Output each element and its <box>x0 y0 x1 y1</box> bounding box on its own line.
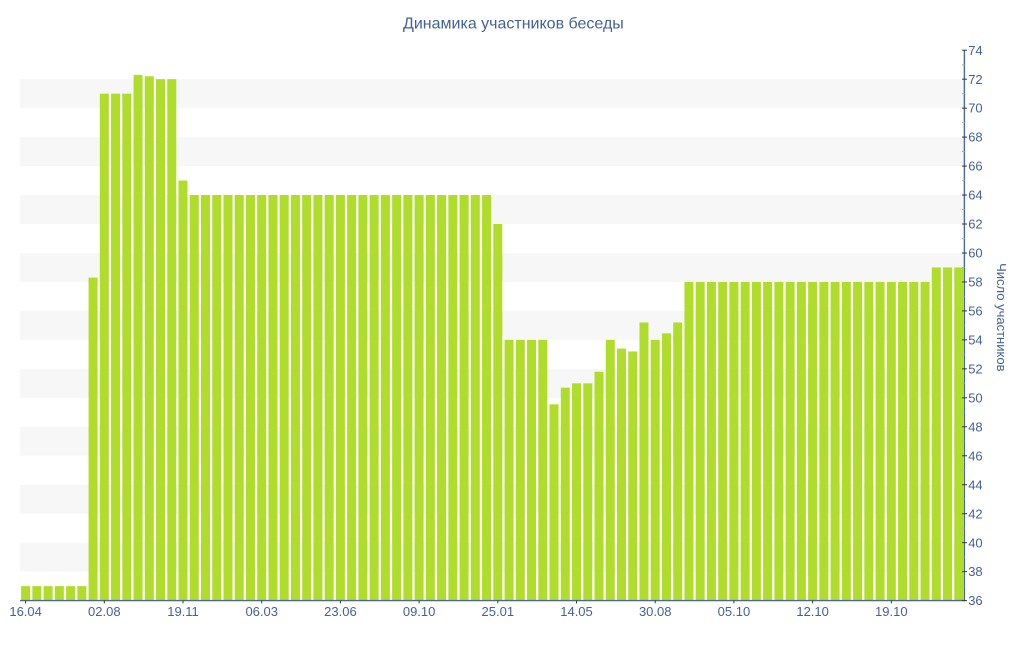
svg-text:66: 66 <box>968 159 982 174</box>
svg-text:74: 74 <box>968 43 982 58</box>
svg-text:09.10: 09.10 <box>403 604 436 619</box>
svg-text:62: 62 <box>968 217 982 232</box>
svg-text:40: 40 <box>968 535 982 550</box>
svg-text:56: 56 <box>968 304 982 319</box>
svg-text:Число участников: Число участников <box>994 263 1009 371</box>
svg-text:64: 64 <box>968 188 982 203</box>
svg-text:25.01: 25.01 <box>482 604 515 619</box>
svg-text:60: 60 <box>968 246 982 261</box>
svg-text:54: 54 <box>968 332 982 347</box>
svg-text:52: 52 <box>968 361 982 376</box>
svg-text:36: 36 <box>968 593 982 608</box>
svg-text:70: 70 <box>968 101 982 116</box>
svg-text:38: 38 <box>968 564 982 579</box>
svg-text:50: 50 <box>968 390 982 405</box>
svg-text:14.05: 14.05 <box>560 604 593 619</box>
svg-text:12.10: 12.10 <box>796 604 829 619</box>
svg-text:68: 68 <box>968 130 982 145</box>
svg-text:05.10: 05.10 <box>718 604 751 619</box>
svg-text:16.04: 16.04 <box>9 604 42 619</box>
svg-text:30.08: 30.08 <box>639 604 672 619</box>
svg-text:06.03: 06.03 <box>245 604 278 619</box>
svg-text:42: 42 <box>968 506 982 521</box>
svg-text:23.06: 23.06 <box>324 604 357 619</box>
svg-text:48: 48 <box>968 419 982 434</box>
svg-text:58: 58 <box>968 275 982 290</box>
svg-text:02.08: 02.08 <box>88 604 121 619</box>
svg-text:Динамика участников беседы: Динамика участников беседы <box>403 16 624 33</box>
svg-text:72: 72 <box>968 72 982 87</box>
svg-text:44: 44 <box>968 477 982 492</box>
svg-text:46: 46 <box>968 448 982 463</box>
svg-text:19.11: 19.11 <box>167 604 199 619</box>
svg-text:19.10: 19.10 <box>875 604 908 619</box>
